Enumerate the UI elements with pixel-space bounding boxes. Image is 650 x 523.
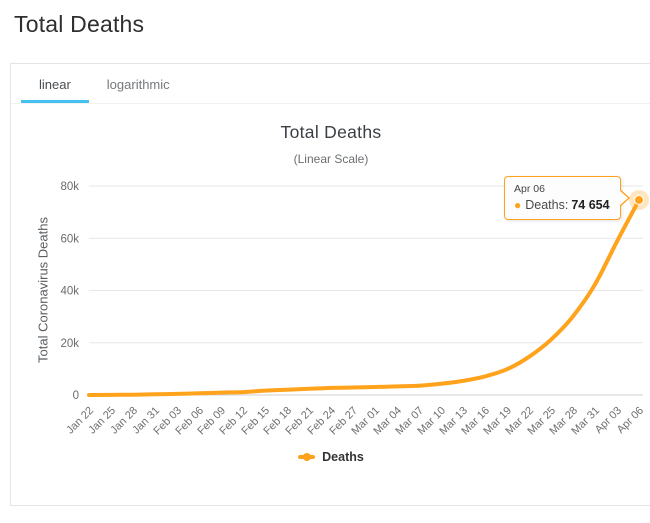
tooltip-series-label: Deaths:	[525, 198, 569, 212]
chart-tooltip: Apr 06 ● Deaths: 74 654	[504, 176, 630, 220]
legend-dot-icon	[302, 453, 311, 461]
y-tick-label: 60k	[60, 233, 79, 245]
chart-subtitle: (Linear Scale)	[293, 152, 369, 166]
tooltip-row: ● Deaths: 74 654	[514, 198, 610, 212]
point-marker[interactable]	[634, 194, 644, 205]
page-title: Total Deaths	[14, 11, 145, 37]
tab-linear[interactable]: linear	[21, 64, 89, 103]
legend-label: Deaths	[322, 450, 364, 464]
y-tick-label: 40k	[60, 286, 79, 298]
tab-logarithmic[interactable]: logarithmic	[106, 77, 170, 92]
chart-title: Total Deaths	[280, 122, 382, 142]
series-line-deaths[interactable]	[87, 198, 641, 397]
chart-area: 0 20k 40k 60k 80k Jan 22 Jan 25 Jan 28 Jan 31 Feb…	[11, 64, 650, 505]
legend-line-icon	[298, 453, 316, 461]
chart-card: linear logarithmic 0 20k 40k 60k 80k Jan 22 Ja…	[10, 63, 650, 506]
tooltip-value: 74 654	[571, 198, 610, 212]
tab-bar: linear logarithmic	[11, 64, 650, 104]
y-tick-label: 0	[73, 390, 79, 402]
chart-legend[interactable]: Deaths	[11, 450, 650, 464]
tooltip-date: Apr 06	[514, 183, 545, 195]
y-axis-title: Total Coronavirus Deaths	[35, 217, 51, 363]
y-tick-label: 20k	[60, 338, 79, 350]
series-marker-icon: ●	[514, 198, 522, 212]
y-tick-label: 80k	[60, 181, 79, 193]
